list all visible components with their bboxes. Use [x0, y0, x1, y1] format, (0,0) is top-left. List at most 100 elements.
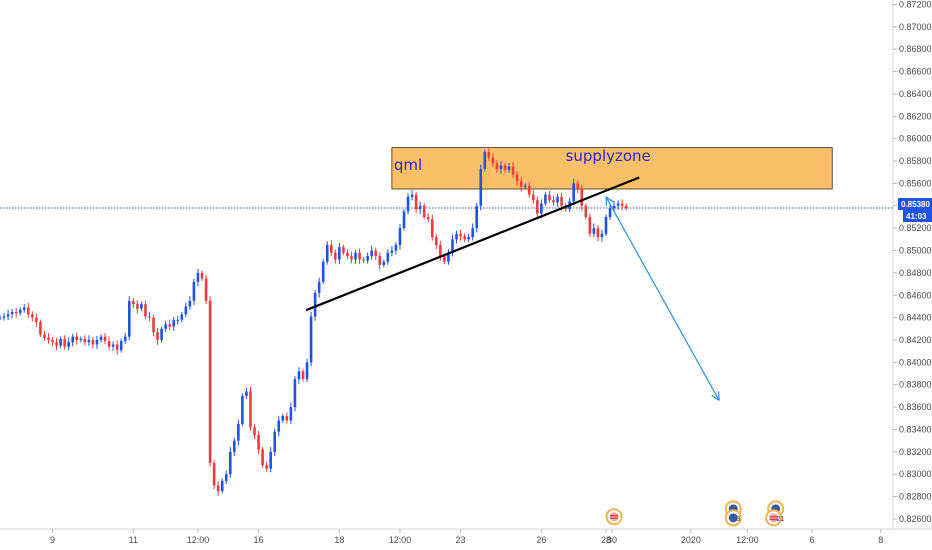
candle: [600, 229, 604, 242]
candle-body: [604, 216, 608, 234]
candle-body: [95, 339, 99, 345]
candle: [26, 302, 30, 318]
candle-body: [305, 362, 309, 380]
time-tick-label: 12:00: [736, 535, 759, 545]
candle-body: [487, 152, 491, 158]
supply-zone[interactable]: [391, 147, 833, 190]
candle-body: [192, 281, 196, 301]
projection-arrowhead: [605, 196, 614, 203]
candle-body: [410, 194, 414, 197]
plot-area[interactable]: [0, 147, 893, 496]
blue-event-icon: [728, 513, 738, 523]
candle: [123, 333, 127, 345]
candle-body: [0, 317, 2, 319]
time-tick-label: 26: [536, 535, 546, 545]
candle: [297, 367, 301, 384]
candle-body: [580, 189, 584, 206]
candle: [576, 180, 580, 194]
candle: [164, 320, 167, 332]
candle: [463, 233, 466, 242]
candle-body: [451, 239, 454, 253]
event-flag-marker[interactable]: [605, 508, 623, 526]
candle: [99, 334, 103, 343]
candle: [79, 336, 83, 343]
time-tick-label: 12:00: [187, 535, 210, 545]
countdown-timer-label: 41:03: [906, 212, 927, 221]
candle: [224, 470, 228, 484]
candle-body: [471, 228, 474, 238]
event-marker[interactable]: 3: [724, 509, 742, 527]
candle-body: [31, 314, 34, 318]
candle-body: [257, 435, 260, 450]
candle-body: [519, 181, 523, 187]
event-markers[interactable]: 3 21: [605, 500, 785, 527]
price-axis[interactable]: 0.87200 0.87000 0.86800 0.86600 0.86400 0.862…: [893, 0, 932, 524]
price-tick-label: 0.85800: [899, 156, 932, 166]
candle-body: [540, 203, 543, 214]
candle-body: [531, 194, 535, 201]
candle-body: [398, 228, 402, 245]
candle-body: [366, 256, 369, 261]
trendline[interactable]: [305, 176, 640, 311]
candle-body: [35, 317, 38, 323]
candle-body: [329, 244, 333, 253]
candle: [91, 336, 95, 349]
candle-body: [245, 391, 248, 396]
candle-body: [608, 208, 612, 217]
candle: [119, 338, 123, 353]
candle-body: [467, 237, 470, 240]
candle: [237, 419, 240, 446]
candle-body: [552, 200, 555, 203]
event-flag-marker[interactable]: 21: [765, 509, 785, 527]
candle: [293, 376, 297, 412]
projection-arrowhead: [718, 391, 720, 401]
candle-body: [455, 233, 458, 240]
candle: [394, 241, 398, 255]
candle-body: [253, 427, 256, 436]
candle-body: [523, 185, 527, 187]
candle-body: [548, 194, 551, 201]
candle: [83, 335, 87, 346]
candle: [608, 204, 612, 220]
candle: [63, 335, 66, 350]
candle-body: [346, 252, 349, 257]
candle: [180, 311, 184, 323]
candle-body: [180, 314, 184, 320]
candle: [0, 315, 2, 321]
candle: [172, 316, 176, 331]
time-tick-label: 18: [334, 535, 344, 545]
candle: [281, 413, 285, 423]
candle-body: [503, 165, 507, 170]
candle-body: [208, 300, 212, 464]
candle: [398, 224, 402, 250]
candle: [515, 171, 519, 186]
candle-body: [483, 152, 487, 169]
price-tick-label: 0.82600: [899, 514, 932, 524]
candle: [548, 191, 551, 204]
candle: [156, 328, 159, 345]
candle-body: [293, 379, 297, 408]
candle-body: [297, 371, 301, 380]
candle: [483, 149, 487, 172]
candle-body: [204, 278, 208, 301]
time-tick-label: 23: [456, 535, 466, 545]
candle-body: [406, 196, 410, 212]
candle-body: [426, 216, 430, 220]
price-tick-label: 0.85200: [899, 223, 932, 233]
candle: [422, 203, 426, 220]
candle: [140, 301, 143, 312]
candle-body: [624, 205, 628, 209]
candle-body: [156, 332, 159, 340]
projection-arrow[interactable]: [605, 196, 720, 401]
countdown-timer-tag: [903, 210, 932, 222]
candle: [245, 387, 248, 399]
candle-body: [301, 371, 305, 380]
candle: [511, 161, 515, 179]
candle: [620, 199, 624, 211]
price-tick-label: 0.83000: [899, 469, 932, 479]
candle: [374, 247, 378, 261]
candle-body: [164, 324, 167, 329]
candle-body: [495, 163, 499, 169]
